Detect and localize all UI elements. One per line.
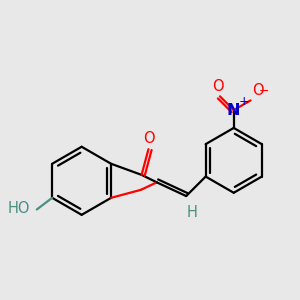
Text: N: N <box>227 103 241 118</box>
Text: H: H <box>187 205 197 220</box>
Text: +: + <box>238 94 249 107</box>
Text: O: O <box>252 83 264 98</box>
Text: O: O <box>143 131 154 146</box>
Text: HO: HO <box>8 201 30 216</box>
Text: O: O <box>212 79 224 94</box>
Text: −: − <box>259 85 269 98</box>
